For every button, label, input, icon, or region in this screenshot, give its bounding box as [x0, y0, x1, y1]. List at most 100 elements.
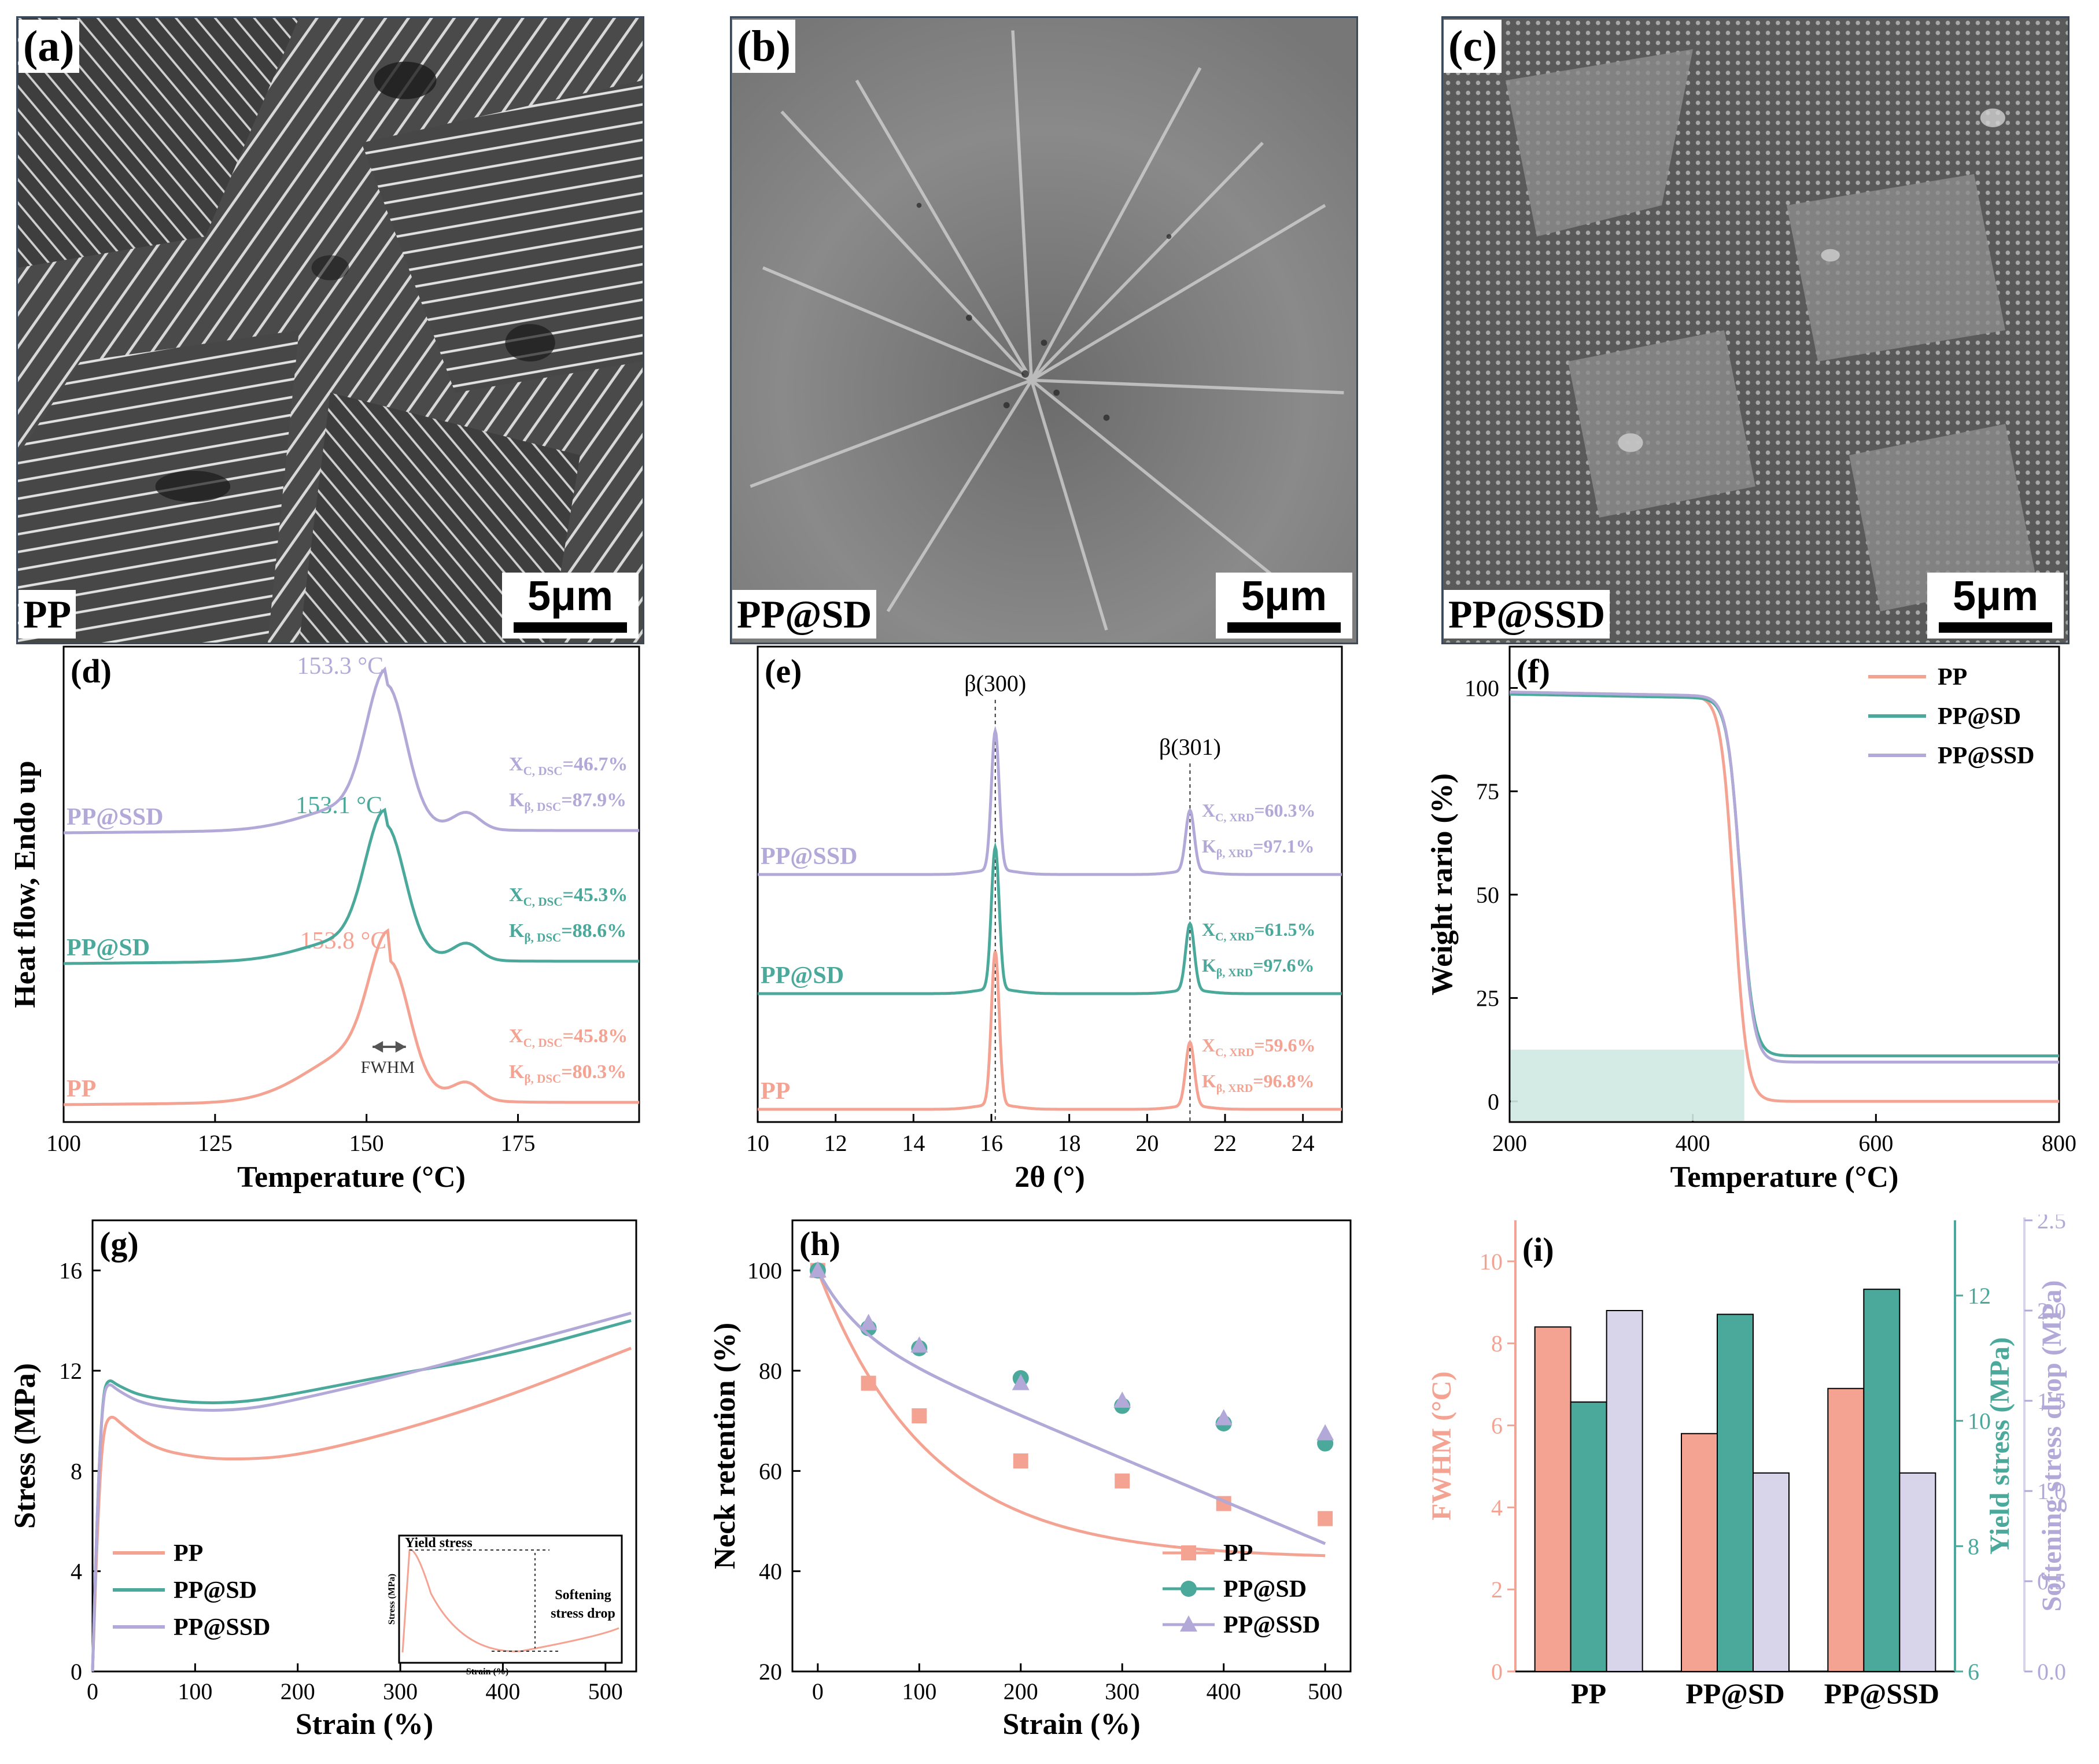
i-category-label: PP: [1571, 1677, 1606, 1710]
d-kb-label: Kβ, DSC=87.9%: [509, 789, 626, 814]
g-inset-xlabel: Strain (%): [466, 1667, 508, 1677]
sem-panel-c: [1441, 16, 2070, 644]
chart-dsc: 100 125 150 175 Temperature (°C) Heat flow, E…: [9, 645, 640, 1194]
e-frame: [757, 645, 1343, 1123]
i-ytick-label-1: 10: [1968, 1408, 1991, 1434]
scale-bar-b: 5μm: [1216, 573, 1352, 639]
i-ytick-label-1: 6: [1968, 1659, 1979, 1685]
e-kb-label: Kβ, XRD=97.1%: [1202, 836, 1314, 860]
e-series-PP: [758, 951, 1342, 1111]
g-frame: [91, 1219, 637, 1673]
h-point-PP: [1318, 1511, 1333, 1526]
chart-neck-retention: 0 100 200 300 400 500 20 40 60 80 100 Strain (%) Nec…: [709, 1219, 1352, 1741]
h-legend-marker: [1180, 1615, 1197, 1632]
f-series-PP@SSD: [1509, 691, 2059, 1064]
i-bar-PP@SD-1: [1717, 1313, 1754, 1672]
d-series-PP: [63, 928, 639, 1106]
d-xlabel: Temperature (°C): [237, 1161, 466, 1194]
g-ytick-label: 12: [59, 1358, 82, 1384]
chart-stress-strain: 0 100 200 300 400 500 0 4 8 12 16 Strain (%) Stress …: [9, 1219, 637, 1741]
d-peak-label: 153.3 °C: [297, 653, 383, 680]
e-kb-label: Kβ, XRD=96.8%: [1202, 1071, 1314, 1095]
h-ytick-label: 40: [759, 1559, 782, 1585]
h-point-PP@SSD: [1113, 1392, 1131, 1408]
i-ytick-label-0: 2: [1491, 1577, 1503, 1603]
e-peak-label: β(300): [964, 670, 1026, 696]
d-fwhm-arrow-head-right: [395, 1041, 406, 1053]
sem-label-a: (a): [19, 20, 79, 73]
d-series-label: PP: [67, 1076, 96, 1102]
d-xtick-label: 125: [198, 1130, 233, 1156]
d-xtick-label: 150: [349, 1130, 384, 1156]
e-xc-label: XC, XRD=59.6%: [1202, 1035, 1316, 1059]
i-category-label: PP@SD: [1685, 1677, 1785, 1710]
h-xtick-label: 100: [902, 1678, 936, 1704]
i-ytick-label-0: 10: [1480, 1249, 1503, 1275]
i-bar-PP-1: [1570, 1401, 1607, 1672]
h-point-PP@SSD: [859, 1313, 877, 1330]
i-bar-PP@SD-0: [1681, 1433, 1718, 1672]
scale-bar-label-b: 5μm: [1241, 573, 1327, 619]
chart-tga: 200 400 600 800 0 25 50 75 100 Temperature (°C) We…: [1426, 645, 2076, 1194]
f-ytick-label: 100: [1464, 675, 1499, 701]
h-point-PP@SSD: [1012, 1374, 1030, 1390]
e-xtick-label: 22: [1213, 1130, 1237, 1156]
f-series-PP@SD: [1509, 692, 2059, 1058]
h-xtick-label: 0: [812, 1678, 824, 1704]
h-xtick-label: 200: [1004, 1678, 1038, 1704]
e-kb-label: Kβ, XRD=97.6%: [1202, 955, 1314, 979]
sem-sample-b: PP@SD: [732, 590, 877, 639]
d-xtick-label: 175: [501, 1130, 536, 1156]
f-xtick-label: 800: [2042, 1130, 2076, 1156]
i-ytick-label-0: 8: [1491, 1331, 1503, 1357]
d-series-label: PP@SSD: [67, 804, 163, 831]
h-xtick-label: 300: [1105, 1678, 1139, 1704]
h-ytick-label: 80: [759, 1358, 782, 1384]
g-legend-label: PP@SD: [174, 1577, 257, 1604]
h-point-PP: [1013, 1453, 1028, 1468]
e-series-label: PP@SD: [761, 962, 844, 989]
f-xlabel: Temperature (°C): [1670, 1161, 1899, 1194]
i-axis-title-2: Softening stress drop (MPa): [2037, 1280, 2067, 1612]
h-point-PP@SSD: [1215, 1409, 1233, 1426]
f-frame: [1508, 645, 2060, 1123]
i-ytick-label-2: 2.0: [2037, 1298, 2066, 1324]
f-residue-shade: [1511, 1049, 1744, 1121]
i-bar-PP@SD-2: [1753, 1472, 1790, 1672]
i-axis-title-0: FWHM (°C): [1426, 1371, 1457, 1521]
chart-bar-summary: (i) 0 2 4 6 8 10 FWHM (°C) 6 8 10 12 Yield stress (M…: [1426, 1215, 2067, 1710]
f-xtick-label: 600: [1858, 1130, 1893, 1156]
sem-panel-b: [730, 16, 1358, 644]
g-xtick-label: 300: [383, 1678, 418, 1704]
h-legend-marker: [1181, 1581, 1197, 1597]
e-series-PP@SD: [758, 842, 1342, 995]
d-fwhm-label: FWHM: [361, 1058, 415, 1077]
e-series-PP@SSD: [758, 725, 1342, 876]
d-frame: [62, 645, 640, 1123]
g-ytick-label: 16: [59, 1258, 82, 1284]
g-ytick-label: 4: [71, 1559, 82, 1585]
i-ytick-label-1: 12: [1968, 1283, 1991, 1309]
e-xtick-label: 20: [1135, 1130, 1159, 1156]
i-bar-PP-0: [1534, 1326, 1572, 1672]
h-legend-label: PP: [1223, 1540, 1253, 1567]
g-series-PP@SSD: [91, 1311, 632, 1672]
e-series-label: PP: [761, 1078, 790, 1105]
g-ytick-label: 8: [71, 1458, 82, 1484]
h-fit-PP@SD: [816, 1270, 1326, 1545]
e-xtick-label: 12: [824, 1130, 847, 1156]
i-axis-title-1: Yield stress (MPa): [1984, 1337, 2015, 1555]
e-peak-label: β(301): [1159, 734, 1221, 760]
e-panel-label: (e): [765, 652, 802, 690]
i-category-label: PP@SSD: [1824, 1677, 1939, 1710]
g-inset-frame: [398, 1534, 623, 1664]
d-kb-label: Kβ, DSC=80.3%: [509, 1061, 626, 1086]
g-inset-drop-label-2: stress drop: [551, 1606, 615, 1621]
f-xtick-label: 200: [1492, 1130, 1527, 1156]
h-frame: [791, 1219, 1352, 1673]
i-ytick-label-2: 2.5: [2037, 1215, 2066, 1234]
f-ytick-label: 0: [1488, 1088, 1499, 1115]
e-xc-label: XC, XRD=60.3%: [1202, 800, 1316, 824]
h-legend-marker: [1181, 1545, 1196, 1560]
g-xtick-label: 100: [178, 1678, 212, 1704]
